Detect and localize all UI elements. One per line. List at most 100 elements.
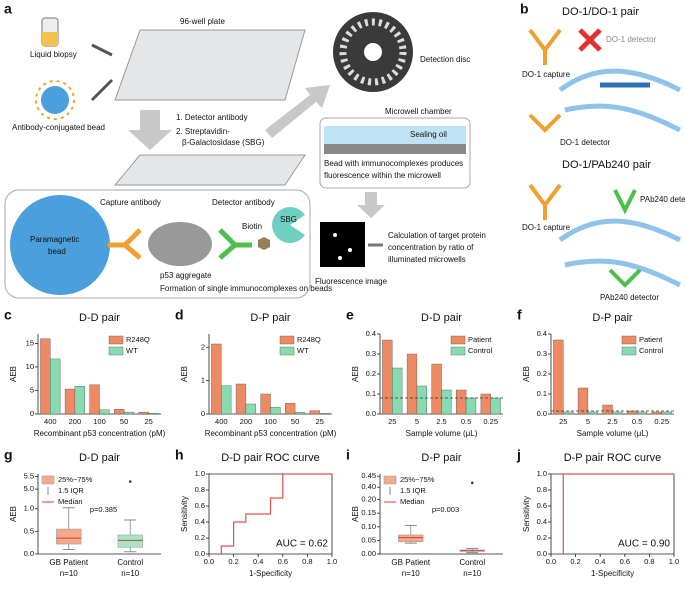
disc-wells <box>339 18 407 86</box>
fluorescence-image <box>320 222 365 267</box>
y-tick-label: 0.2 <box>366 369 376 378</box>
x-tick-label: 50 <box>291 417 299 426</box>
y-tick-label: 1.0 <box>537 469 547 478</box>
y-tick-label: 0.2 <box>537 533 547 542</box>
bar <box>309 410 320 415</box>
bar <box>406 353 418 415</box>
wells <box>324 144 466 154</box>
bar <box>221 385 232 415</box>
y-tick-label: 0 <box>30 409 34 418</box>
bar <box>64 388 76 415</box>
bar <box>577 387 589 415</box>
x-axis-label: 1-Specificity <box>591 569 634 578</box>
panel-a: a Liquid biopsy Antibody-conjugated bead… <box>4 1 486 299</box>
box <box>117 534 143 548</box>
label: PAb240 detector <box>600 293 659 302</box>
protein <box>558 218 682 288</box>
label: β-Galactosidase (SBG) <box>182 138 265 147</box>
y-tick-label: 0.3 <box>366 349 376 358</box>
legend-label: WT <box>297 346 309 355</box>
legend-swatch <box>108 335 124 345</box>
chart-title: D-P pair ROC curve <box>564 452 662 464</box>
legend-label: 1.5 IQR <box>58 486 84 495</box>
x-tick-label: 0.0 <box>204 557 214 566</box>
y-axis-label: AEB <box>180 366 189 382</box>
bar <box>89 384 100 415</box>
roc-line <box>220 473 332 554</box>
legend-swatch <box>450 335 466 345</box>
legend-label: WT <box>126 346 138 355</box>
x-tick-label: 0.5 <box>461 417 471 426</box>
bar <box>441 389 452 415</box>
x-tick-label: 200 <box>240 417 253 426</box>
x-tick-label: 400 <box>215 417 228 426</box>
y-tick-label: 0 <box>201 409 205 418</box>
y-tick-label: 0.00 <box>361 549 376 558</box>
oil <box>324 126 466 144</box>
x-axis-label: Sample volume (μL) <box>577 429 649 438</box>
bar <box>138 411 149 415</box>
y-tick-label: 5.0 <box>24 484 34 493</box>
label: Fluorescence image <box>315 277 388 286</box>
y-tick-label: 10 <box>26 362 34 371</box>
y-tick-label: 0.8 <box>537 485 547 494</box>
detector-antibody <box>218 228 252 260</box>
x-tick-label: Control <box>117 558 143 567</box>
outlier <box>470 481 474 485</box>
label: 1. Detector antibody <box>176 113 248 122</box>
outlier <box>128 480 132 483</box>
label: DO-1 capture <box>522 223 571 232</box>
label: Calculation of target protein <box>388 231 486 240</box>
label: Liquid biopsy <box>30 50 77 59</box>
y-tick-label: 0.2 <box>537 369 547 378</box>
legend-label: 25%~75% <box>58 475 93 484</box>
y-tick-label: 0.3 <box>537 349 547 358</box>
annotation: p=0.385 <box>90 505 117 514</box>
bar <box>99 409 110 415</box>
bar <box>490 397 501 415</box>
y-tick-label: 0.10 <box>361 522 376 531</box>
bar <box>465 397 477 415</box>
y-tick-label: 0.45 <box>361 471 376 480</box>
chart-title: D-D pair <box>79 312 120 324</box>
label: Detection disc <box>420 55 470 64</box>
y-axis-label: AEB <box>9 366 18 382</box>
legend-label: R248Q <box>297 335 321 344</box>
y-axis-label: Sensitivity <box>522 496 531 532</box>
legend-swatch <box>383 475 397 485</box>
arrow <box>128 110 172 150</box>
protein <box>558 68 682 133</box>
label: DO-1/DO-1 pair <box>562 6 639 18</box>
antibody <box>608 189 642 288</box>
y-tick-label: 5 <box>30 385 34 394</box>
y-tick-label: 1 <box>201 376 205 385</box>
sbg <box>272 207 305 243</box>
x-tick-label: 2.5 <box>607 417 617 426</box>
x-tick-label: 0.8 <box>644 557 654 566</box>
bar <box>553 339 564 415</box>
chart-title: D-P pair <box>250 312 290 324</box>
y-tick-label: 0.4 <box>366 329 376 338</box>
x-tick-label: 0.4 <box>253 557 263 566</box>
bar <box>636 411 648 415</box>
legend-label: 1.5 IQR <box>400 486 426 495</box>
x-axis-label: 1-Specificity <box>249 569 292 578</box>
annotation: AUC = 0.90 <box>618 539 670 550</box>
panel-label: a <box>4 1 12 17</box>
x-tick-label: 0.6 <box>278 557 288 566</box>
y-tick-label: 0.0 <box>24 549 34 558</box>
y-tick-label: 0.8 <box>195 485 205 494</box>
disc-hub <box>364 43 382 61</box>
x-tick-label: 50 <box>120 417 128 426</box>
label: Formation of single immunocomplexes on b… <box>160 284 332 293</box>
panel-label: f <box>517 307 522 323</box>
x-tick-label: 2.5 <box>436 417 446 426</box>
legend-swatch <box>108 346 124 356</box>
x-count-label: n=10 <box>121 569 140 578</box>
x-tick-label: 5 <box>586 417 590 426</box>
y-tick-label: 0.20 <box>361 495 376 504</box>
liquid <box>42 32 58 46</box>
legend-label: Median <box>400 497 425 506</box>
y-tick-label: 1.0 <box>24 504 34 513</box>
panel-label: b <box>520 1 529 17</box>
